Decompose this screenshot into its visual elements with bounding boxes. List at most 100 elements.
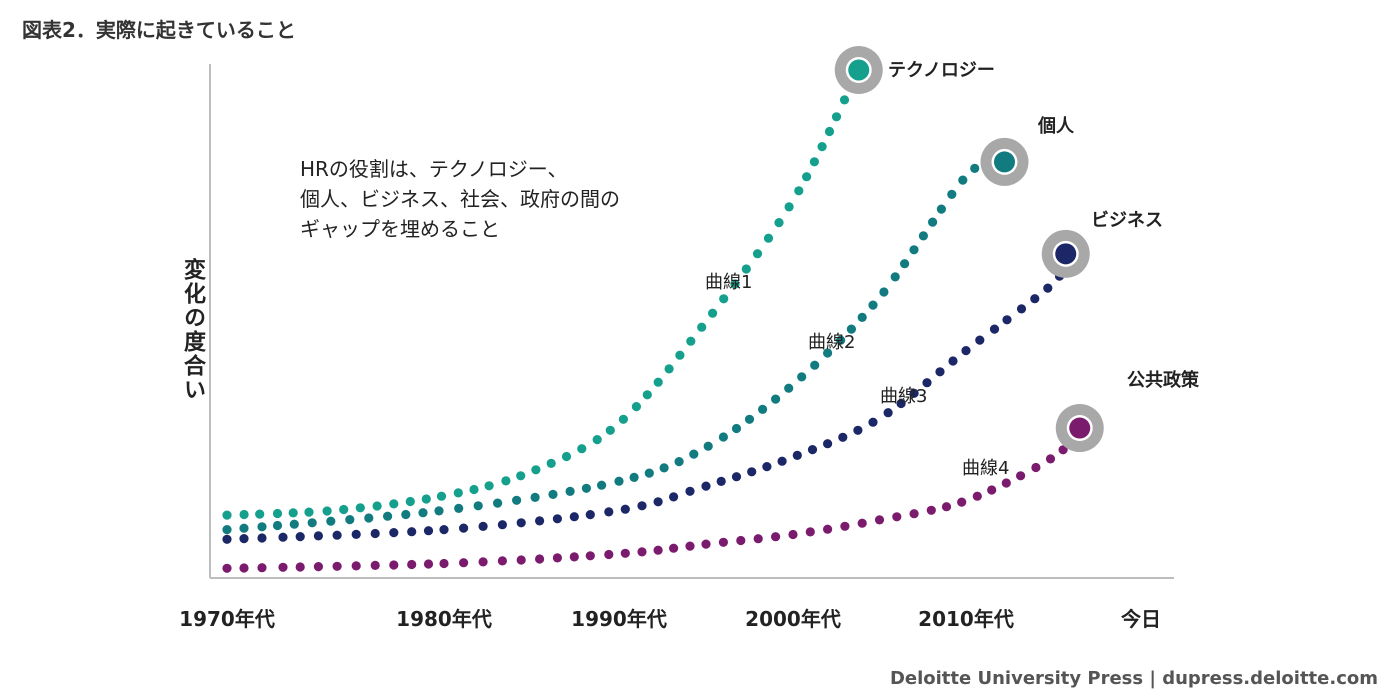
endpoint-marker <box>1069 417 1091 439</box>
series-dot <box>792 450 802 460</box>
series-dot <box>405 496 415 507</box>
series-dot <box>771 532 781 542</box>
series-dot <box>642 390 652 400</box>
series-dot <box>909 245 919 255</box>
series-dot <box>718 432 729 442</box>
series-dot <box>339 504 349 515</box>
series-dot <box>585 509 595 520</box>
series-dot <box>364 513 374 523</box>
curve-label: 曲線4 <box>962 458 1009 479</box>
annotation-line-2: 個人、ビジネス、社会、政府の間の <box>300 187 620 211</box>
series-dot <box>389 499 399 509</box>
series-dot <box>1058 445 1068 455</box>
series-dot <box>909 509 919 519</box>
annotation-line-1: HRの役割は、テクノロジー、 <box>300 157 568 181</box>
series-dot <box>511 495 522 505</box>
series-dot <box>975 335 985 345</box>
series-dot <box>718 537 729 547</box>
series-dot <box>257 563 267 573</box>
series-dot <box>401 509 411 520</box>
series-dot <box>552 553 563 563</box>
series-dot <box>222 525 232 535</box>
series-1 <box>222 46 883 520</box>
series-dot <box>669 543 679 553</box>
series-dot <box>948 356 958 366</box>
series-dot <box>493 498 503 508</box>
series-dot <box>322 506 332 516</box>
series-dot <box>857 312 867 322</box>
series-dot <box>257 522 267 532</box>
x-tick-label: 今日 <box>1121 607 1161 631</box>
series-dot <box>222 563 232 573</box>
series-dot <box>459 558 469 568</box>
series-dot <box>548 489 558 499</box>
series-dot <box>577 444 587 454</box>
series-dot <box>957 497 967 507</box>
endpoint-marker <box>994 151 1015 173</box>
series-dot <box>935 367 945 377</box>
series-dot <box>970 163 980 173</box>
series-dot <box>478 521 488 532</box>
series-dot <box>708 308 718 318</box>
series-dot <box>239 509 249 520</box>
series-dot <box>686 336 696 346</box>
series-dot <box>255 509 265 519</box>
series-dot <box>644 468 654 478</box>
series-dot <box>703 441 713 451</box>
series-dot <box>752 249 763 259</box>
series-dot <box>389 528 399 538</box>
series-dot <box>565 486 575 496</box>
series-dot <box>758 404 768 414</box>
series-dot <box>637 547 647 557</box>
series-dot <box>947 189 957 199</box>
x-tick-label: 2000年代 <box>745 607 841 631</box>
series-dot <box>407 559 417 570</box>
series-dot <box>838 432 848 442</box>
series-dot <box>701 539 711 549</box>
series-dot <box>351 561 361 571</box>
series-dot <box>890 272 900 282</box>
series-dot <box>454 503 464 513</box>
series-dot <box>478 557 488 567</box>
series-dot <box>730 279 740 289</box>
series-dot <box>817 142 827 152</box>
series-dot <box>516 555 526 565</box>
series-dot <box>407 527 417 537</box>
series-dot <box>332 561 342 571</box>
source-footer: Deloitte University Press | dupress.delo… <box>889 668 1378 689</box>
series-dot <box>771 394 781 404</box>
series-dot <box>926 505 936 515</box>
series-dot <box>569 552 579 562</box>
series-dot <box>631 402 642 412</box>
series-dot <box>469 484 479 495</box>
endpoint-marker <box>1055 243 1077 265</box>
series-dot <box>389 560 399 570</box>
series-dot <box>744 414 755 424</box>
series-dot <box>802 172 812 182</box>
series-dot <box>288 508 298 518</box>
series-dot <box>774 218 784 228</box>
series-dot <box>370 528 380 539</box>
x-tick-label: 1970年代 <box>179 607 275 631</box>
series-dot <box>421 494 431 504</box>
series-dot <box>1002 315 1012 325</box>
series-dot <box>810 360 820 370</box>
series-dot <box>1016 304 1027 314</box>
y-axis-label: 変化の度合い <box>180 258 205 402</box>
series-dot <box>794 186 804 196</box>
series-dot <box>370 560 380 571</box>
series-dot <box>239 563 249 573</box>
series-dot <box>516 518 526 528</box>
series-dot <box>928 217 938 227</box>
series-dot <box>561 451 572 462</box>
curve-label: 曲線2 <box>808 332 855 353</box>
series-dot <box>313 531 323 541</box>
series-dot <box>805 527 815 537</box>
series-dot <box>257 533 267 543</box>
series-dot <box>839 95 850 105</box>
series-end-label: テクノロジー <box>888 60 995 81</box>
series-dot <box>831 112 842 122</box>
endpoint-marker <box>848 59 870 81</box>
series-dot <box>664 364 674 374</box>
